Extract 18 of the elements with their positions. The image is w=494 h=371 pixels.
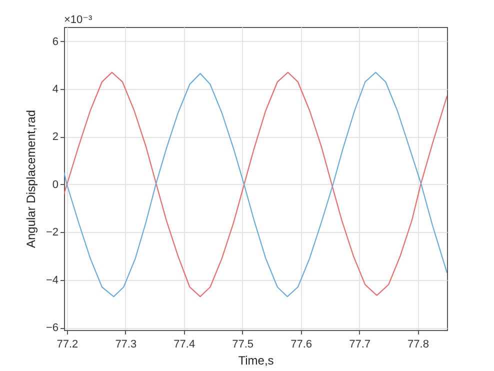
y-tick-label: −4	[46, 274, 58, 286]
x-tick-label: 77.2	[56, 338, 78, 350]
x-tick-label: 77.8	[408, 338, 429, 350]
y-tick-label: 0	[52, 178, 58, 191]
x-tick-label: 77.6	[290, 338, 312, 350]
x-tick-label: 77.5	[232, 338, 254, 350]
y-tick-label: −6	[46, 322, 58, 334]
y-axis-title: Angular Displacement,rad	[24, 110, 38, 248]
y-tick-label: 2	[52, 131, 58, 144]
y-tick-label: 6	[52, 36, 58, 48]
y-tick-label: 4	[52, 84, 58, 96]
y-tick-label: −2	[46, 226, 58, 239]
x-tick-label: 77.7	[349, 338, 370, 350]
line-series	[64, 72, 447, 298]
x-tick-label: 77.3	[115, 338, 137, 350]
x-axis-title: Time,s	[238, 354, 274, 368]
text: ×10⁻³	[64, 14, 92, 26]
x-tick-label: 77.4	[174, 338, 196, 350]
